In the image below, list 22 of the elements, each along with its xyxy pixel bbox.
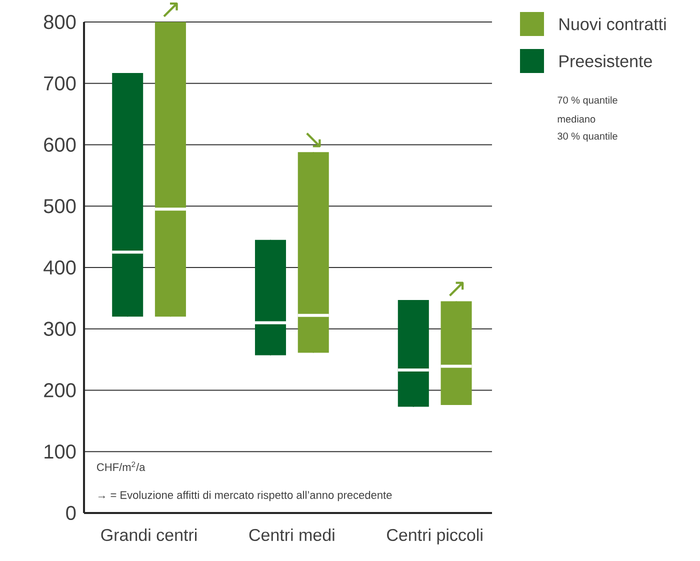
x-tick-label: Centri piccoli	[387, 528, 482, 544]
text: ↗	[163, 2, 178, 18]
y-tick-label: 800	[44, 14, 76, 30]
y-tick-label: 300	[44, 322, 76, 336]
y-tick-label: 200	[44, 383, 76, 398]
y-tick-label: 100	[44, 444, 76, 459]
annotation: ↗	[449, 282, 464, 296]
x-tick-label: Centri medi	[249, 528, 334, 542]
legend-label: Nuovi contratti	[560, 18, 666, 30]
text: 30 % quantile	[558, 132, 618, 142]
x-tick-label: Grandi centri	[101, 528, 197, 542]
y-tick-label: 400	[44, 260, 76, 275]
y-tick-label: 0	[66, 506, 76, 520]
y-tick-label: 600	[44, 138, 76, 152]
y-axis-title: CHF/m$^{2}$/a	[97, 462, 146, 472]
text: 70 % quantile	[558, 96, 618, 106]
text: mediano	[558, 115, 596, 123]
annotation: → = Evoluzione affitti di mercato rispetto all’anno precedente	[98, 490, 392, 502]
y-tick-label: 500	[44, 199, 76, 214]
y-tick-label: 700	[44, 76, 76, 90]
legend-label: Preesistente	[560, 54, 652, 68]
annotation: ↘	[306, 132, 321, 148]
